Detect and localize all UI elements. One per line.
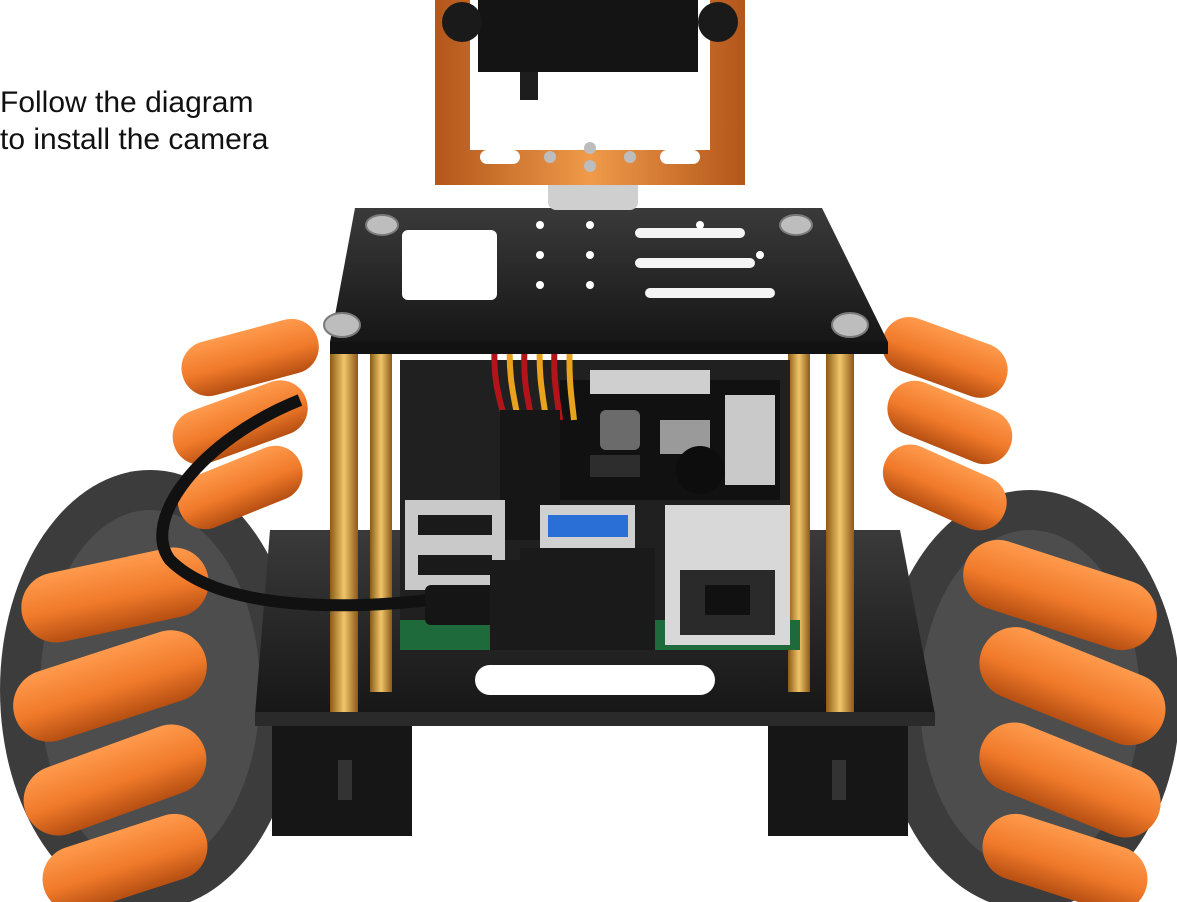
right-wheel (880, 317, 1177, 902)
ethernet-port (665, 505, 790, 645)
camera-usb-cable (156, 394, 655, 650)
servo-motor (442, 0, 738, 100)
instruction-line-1: Follow the diagram (0, 86, 254, 119)
instruction-text: Follow the diagram to install the camera (0, 84, 320, 158)
left-wheel (0, 318, 319, 902)
top-chassis-plate (323, 208, 888, 354)
instruction-line-2: to install the camera (0, 123, 269, 156)
usb-ports (405, 500, 635, 590)
